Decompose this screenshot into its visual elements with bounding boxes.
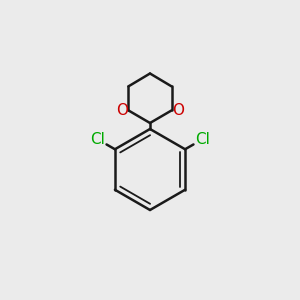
Text: O: O [172, 103, 184, 118]
Text: Cl: Cl [90, 132, 105, 147]
Text: Cl: Cl [195, 132, 210, 147]
Text: O: O [116, 103, 128, 118]
